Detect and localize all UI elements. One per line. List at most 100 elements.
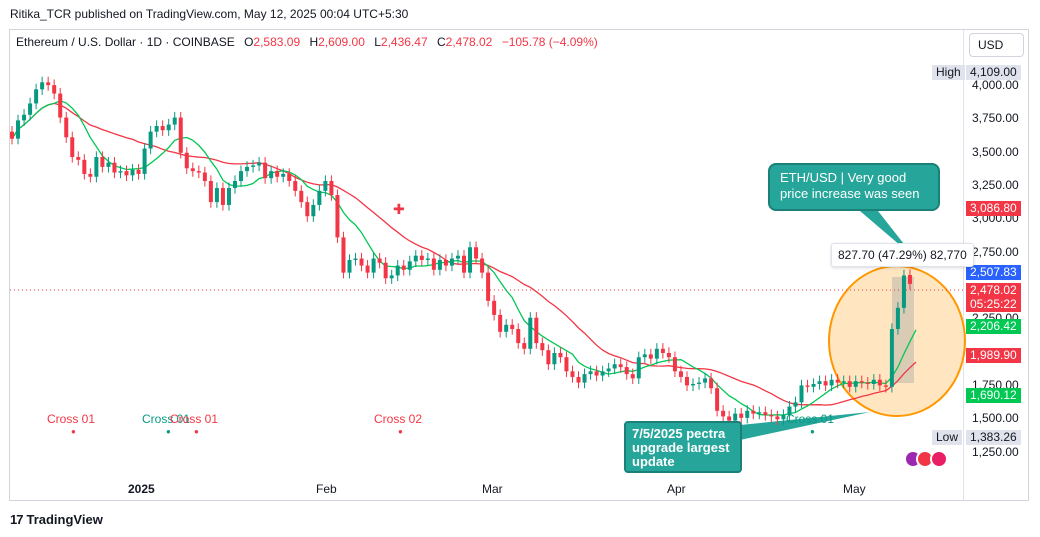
candle-body bbox=[160, 126, 165, 131]
candle-body bbox=[516, 329, 521, 344]
candle-body bbox=[703, 378, 708, 383]
candle-body bbox=[570, 371, 575, 377]
price-tag-blue: 2,507.83 bbox=[966, 265, 1021, 280]
tv-logo-icon: 17 bbox=[10, 512, 24, 527]
candle-body bbox=[407, 261, 412, 270]
close-value: 2,478.02 bbox=[445, 35, 493, 49]
cross-label-text: Cross 01 bbox=[170, 412, 219, 426]
candle-body bbox=[299, 190, 304, 203]
callout-pointer bbox=[740, 412, 870, 440]
cross-label-text: Cross 01 bbox=[786, 412, 835, 426]
candle-body bbox=[232, 180, 237, 189]
candle-body bbox=[630, 374, 635, 379]
candle-body bbox=[763, 412, 768, 416]
candle-body bbox=[226, 188, 231, 205]
candle-body bbox=[474, 247, 479, 259]
candle-body bbox=[323, 180, 328, 191]
cross-dot: ● bbox=[398, 427, 403, 436]
candle-body bbox=[377, 258, 382, 263]
candle-body bbox=[82, 159, 87, 174]
candle-body bbox=[654, 348, 659, 359]
candle-body bbox=[106, 162, 111, 167]
plus-marker: ✚ bbox=[393, 201, 405, 217]
event-icon-3[interactable] bbox=[930, 450, 948, 468]
candle-body bbox=[564, 357, 569, 372]
candle-body bbox=[202, 172, 207, 181]
candle-body bbox=[697, 382, 702, 384]
candle-body bbox=[618, 364, 623, 368]
candle-body bbox=[94, 157, 99, 177]
candle-body bbox=[190, 168, 195, 172]
candle-body bbox=[841, 381, 846, 383]
candle-body bbox=[16, 120, 21, 139]
candle-body bbox=[691, 384, 696, 386]
candle-body bbox=[528, 317, 533, 349]
eth-callout[interactable]: ETH/USD | Very good price increase was s… bbox=[768, 163, 940, 211]
price-countdown: 05:25:22 bbox=[966, 297, 1021, 312]
measure-label: 827.70 (47.29%) 82,770 bbox=[831, 243, 974, 267]
pectra-callout[interactable]: 7/5/2025 pectra upgrade largest update bbox=[624, 421, 742, 473]
candle-body bbox=[178, 117, 183, 153]
tradingview-logo[interactable]: 17 TradingView bbox=[10, 512, 103, 527]
candle-body bbox=[883, 385, 888, 387]
candle-body bbox=[413, 255, 418, 262]
candle-body bbox=[329, 180, 334, 196]
close-key: C bbox=[436, 35, 446, 49]
candle-body bbox=[166, 124, 171, 131]
candle-body bbox=[486, 272, 491, 301]
candle-body bbox=[636, 357, 641, 379]
low-label: Low bbox=[932, 430, 963, 445]
candle-body bbox=[425, 258, 430, 260]
candle-body bbox=[305, 202, 310, 217]
candle-body bbox=[847, 381, 852, 387]
candle-body bbox=[907, 275, 912, 284]
candle-body bbox=[733, 413, 738, 421]
price-scale-label: 3,750.00 bbox=[972, 111, 1019, 125]
tv-logo-text: TradingView bbox=[26, 512, 103, 527]
candle-body bbox=[684, 376, 689, 386]
candle-body bbox=[269, 171, 274, 179]
candle-body bbox=[775, 416, 780, 420]
candle-body bbox=[214, 188, 219, 203]
candle-body bbox=[389, 275, 394, 279]
symbol-legend: Ethereum / U.S. Dollar · 1D · COINBASE O… bbox=[16, 35, 598, 49]
candle-body bbox=[522, 343, 527, 349]
candle-body bbox=[275, 171, 280, 177]
open-key: O bbox=[244, 35, 254, 49]
candle-body bbox=[781, 415, 786, 420]
candle-body bbox=[449, 258, 454, 266]
cross-dot: ● bbox=[194, 427, 199, 436]
candle-body bbox=[829, 379, 834, 386]
candle-body bbox=[877, 379, 882, 386]
candle-body bbox=[239, 171, 244, 181]
candle-body bbox=[311, 204, 316, 217]
candle-body bbox=[437, 259, 442, 270]
candle-body bbox=[196, 171, 201, 173]
time-label-2025: 2025 bbox=[128, 482, 155, 496]
candle-body bbox=[88, 173, 93, 177]
price-scale-label: 2,750.00 bbox=[972, 245, 1019, 259]
candle-body bbox=[52, 85, 57, 94]
candle-body bbox=[353, 258, 358, 260]
candle-body bbox=[317, 190, 322, 205]
candle-body bbox=[678, 371, 683, 377]
candle-body bbox=[287, 173, 292, 181]
low-value: 2,436.47 bbox=[380, 35, 428, 49]
candle-body bbox=[793, 402, 798, 407]
candle-body bbox=[462, 255, 466, 273]
candle-body bbox=[648, 354, 653, 359]
candle-body bbox=[383, 262, 388, 279]
candle-body bbox=[871, 379, 876, 384]
candle-body bbox=[751, 410, 756, 414]
symbol-name: Ethereum / U.S. Dollar · 1D · COINBASE bbox=[16, 35, 235, 49]
candle-body bbox=[112, 162, 117, 173]
candle-body bbox=[546, 350, 551, 365]
candle-body bbox=[443, 259, 448, 266]
high-value-tag: 4,109.00 bbox=[966, 65, 1021, 80]
currency-button[interactable]: USD bbox=[969, 33, 1024, 57]
candle-body bbox=[142, 148, 147, 174]
candle-body bbox=[58, 93, 63, 118]
candle-body bbox=[787, 406, 792, 416]
cross-label-4: Cross 02 ● bbox=[374, 412, 422, 436]
